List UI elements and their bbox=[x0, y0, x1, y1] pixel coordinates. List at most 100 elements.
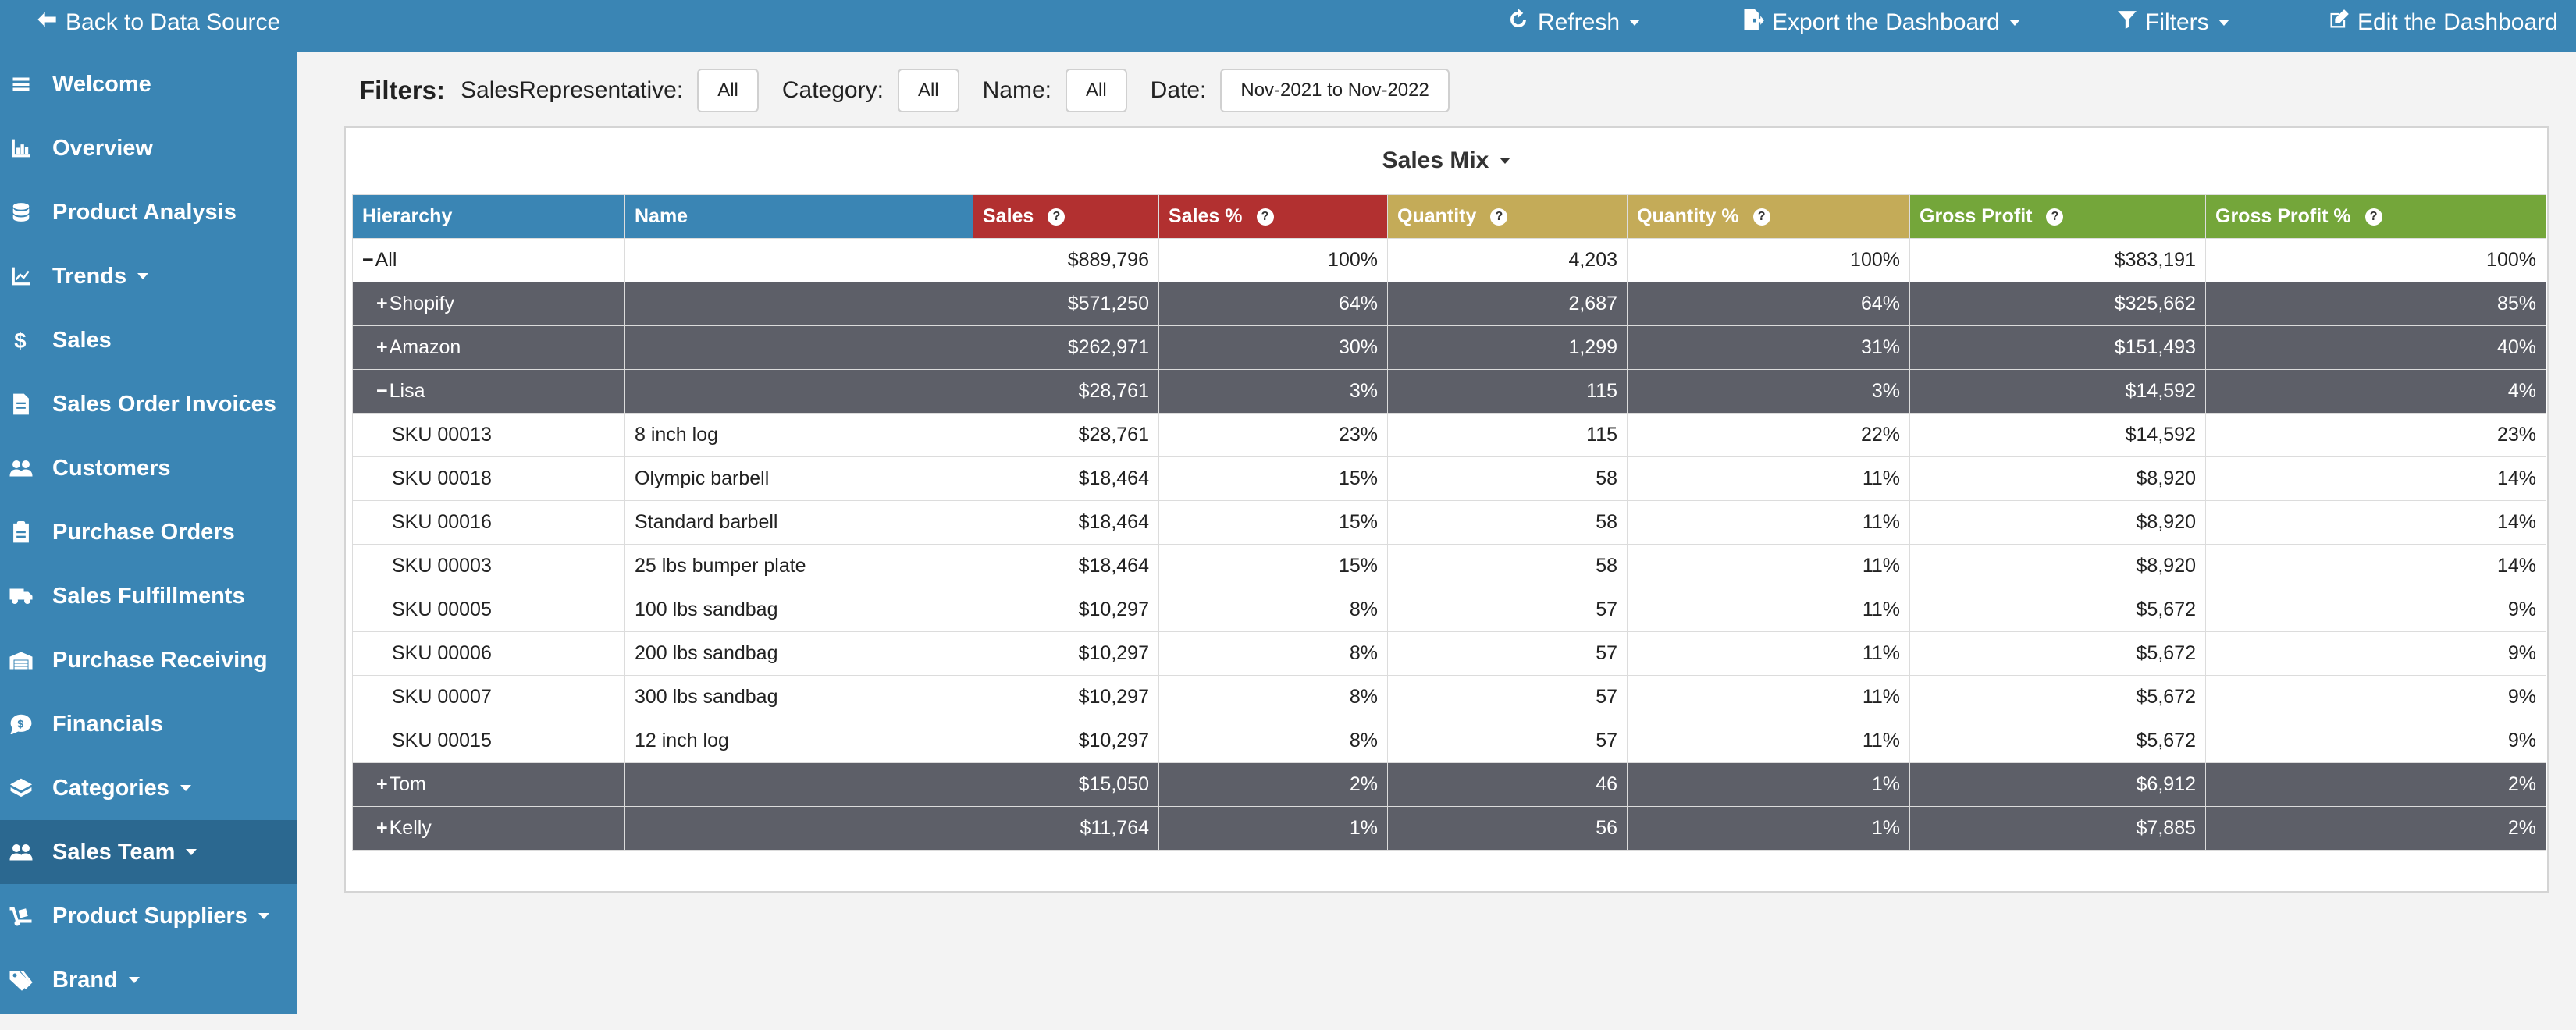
sidebar-item-customers[interactable]: Customers bbox=[0, 436, 297, 500]
cell-sales-pct: 1% bbox=[1158, 806, 1388, 851]
help-icon[interactable]: ? bbox=[2046, 208, 2064, 226]
layers-icon bbox=[9, 776, 33, 800]
cell-hierarchy[interactable]: −All bbox=[352, 238, 625, 282]
sidebar-item-purchase-receiving[interactable]: Purchase Receiving bbox=[0, 628, 297, 692]
help-icon[interactable]: ? bbox=[1048, 208, 1066, 226]
cell-quantity: 46 bbox=[1387, 762, 1628, 807]
sidebar-item-financials[interactable]: $ Financials bbox=[0, 692, 297, 756]
sidebar-item-sales-order-invoices[interactable]: Sales Order Invoices bbox=[0, 372, 297, 436]
sidebar-item-overview[interactable]: Overview bbox=[0, 116, 297, 180]
sidebar-item-product-suppliers[interactable]: Product Suppliers bbox=[0, 884, 297, 948]
header-quantity[interactable]: Quantity? bbox=[1387, 194, 1628, 239]
table-group-row[interactable]: +Amazon $262,971 30% 1,299 31% $151,493 40% bbox=[352, 325, 2546, 370]
sidebar-item-trends[interactable]: Trends bbox=[0, 244, 297, 308]
hierarchy-label: SKU 00003 bbox=[392, 555, 492, 577]
cell-hierarchy[interactable]: −Lisa bbox=[352, 369, 625, 414]
date-filter-button[interactable]: Nov-2021 to Nov-2022 bbox=[1220, 69, 1450, 112]
sidebar-item-categories[interactable]: Categories bbox=[0, 756, 297, 820]
expand-icon[interactable]: + bbox=[376, 817, 388, 839]
header-quantity-pct[interactable]: Quantity %? bbox=[1627, 194, 1910, 239]
refresh-menu[interactable]: Refresh bbox=[1507, 0, 1641, 45]
hierarchy-label: SKU 00007 bbox=[392, 686, 492, 708]
cell-gross-profit: $151,493 bbox=[1909, 325, 2206, 370]
sidebar-item-label-wrap: Purchase Orders bbox=[52, 520, 235, 545]
chevron-down-icon bbox=[137, 273, 149, 279]
export-dashboard-menu[interactable]: Export the Dashboard bbox=[1742, 0, 2020, 45]
comment-dollar-icon: $ bbox=[9, 712, 33, 736]
sidebar-item-label-wrap: Categories bbox=[52, 776, 191, 801]
sidebar-item-sales-fulfillments[interactable]: Sales Fulfillments bbox=[0, 564, 297, 628]
cell-quantity-pct: 11% bbox=[1627, 500, 1910, 545]
panel-title: Sales Mix bbox=[1382, 147, 1489, 173]
filters-title: Filters: bbox=[359, 76, 446, 105]
bar-chart-icon bbox=[9, 137, 33, 160]
cell-gross-profit-pct: 40% bbox=[2205, 325, 2546, 370]
cell-hierarchy[interactable]: +Tom bbox=[352, 762, 625, 807]
header-hierarchy[interactable]: Hierarchy bbox=[352, 194, 625, 239]
cell-hierarchy: SKU 00007 bbox=[352, 675, 625, 719]
sidebar-item-purchase-orders[interactable]: Purchase Orders bbox=[0, 500, 297, 564]
panel-title-menu[interactable]: Sales Mix bbox=[346, 137, 2547, 184]
category-filter-button[interactable]: All bbox=[897, 69, 959, 112]
cell-sales: $28,761 bbox=[973, 369, 1159, 414]
name-filter-button[interactable]: All bbox=[1065, 69, 1127, 112]
cell-quantity-pct: 11% bbox=[1627, 588, 1910, 632]
cell-gross-profit: $5,672 bbox=[1909, 588, 2206, 632]
table-group-row[interactable]: −Lisa $28,761 3% 115 3% $14,592 4% bbox=[352, 369, 2546, 414]
expand-icon[interactable]: + bbox=[376, 773, 388, 795]
table-group-row[interactable]: +Shopify $571,250 64% 2,687 64% $325,662 85% bbox=[352, 282, 2546, 326]
table-group-row[interactable]: −All $889,796 100% 4,203 100% $383,191 100% bbox=[352, 238, 2546, 282]
collapse-icon[interactable]: − bbox=[362, 249, 374, 271]
expand-icon[interactable]: + bbox=[376, 293, 388, 314]
cell-gross-profit-pct: 4% bbox=[2205, 369, 2546, 414]
sidebar-item-label: Sales Fulfillments bbox=[52, 583, 245, 609]
edit-dashboard-link[interactable]: Edit the Dashboard bbox=[2328, 0, 2558, 45]
sidebar-item-sales[interactable]: $ Sales bbox=[0, 308, 297, 372]
cell-hierarchy: SKU 00005 bbox=[352, 588, 625, 632]
sidebar-item-brand[interactable]: Brand bbox=[0, 948, 297, 1012]
header-gross-profit-pct[interactable]: Gross Profit %? bbox=[2205, 194, 2546, 239]
cell-hierarchy[interactable]: +Shopify bbox=[352, 282, 625, 326]
sidebar-item-label: Sales Order Invoices bbox=[52, 391, 276, 417]
sidebar: Welcome Overview Product Analysis Trends $ Sa… bbox=[0, 52, 297, 1014]
sidebar-item-sales-team[interactable]: Sales Team bbox=[0, 820, 297, 884]
back-to-data-source-link[interactable]: Back to Data Source bbox=[36, 0, 280, 45]
expand-icon[interactable]: + bbox=[376, 336, 388, 358]
cell-quantity-pct: 100% bbox=[1627, 238, 1910, 282]
sidebar-item-welcome[interactable]: Welcome bbox=[0, 52, 297, 116]
cell-quantity: 58 bbox=[1387, 456, 1628, 501]
header-gross-profit[interactable]: Gross Profit? bbox=[1909, 194, 2206, 239]
sales-rep-filter-button[interactable]: All bbox=[697, 69, 759, 112]
table-group-row[interactable]: +Kelly $11,764 1% 56 1% $7,885 2% bbox=[352, 806, 2546, 851]
header-sales-pct[interactable]: Sales %? bbox=[1158, 194, 1388, 239]
hierarchy-label: SKU 00013 bbox=[392, 424, 492, 446]
sidebar-item-label-wrap: Customers bbox=[52, 456, 171, 481]
header-name[interactable]: Name bbox=[624, 194, 973, 239]
cell-hierarchy[interactable]: +Kelly bbox=[352, 806, 625, 851]
help-icon[interactable]: ? bbox=[1490, 208, 1508, 226]
filters-menu[interactable]: Filters bbox=[2117, 0, 2229, 45]
cell-name bbox=[624, 806, 973, 851]
cell-gross-profit: $383,191 bbox=[1909, 238, 2206, 282]
svg-text:$: $ bbox=[14, 329, 26, 352]
table-group-row[interactable]: +Tom $15,050 2% 46 1% $6,912 2% bbox=[352, 762, 2546, 807]
cell-hierarchy[interactable]: +Amazon bbox=[352, 325, 625, 370]
cell-gross-profit-pct: 2% bbox=[2205, 762, 2546, 807]
header-sales[interactable]: Sales? bbox=[973, 194, 1159, 239]
sidebar-item-label: Sales bbox=[52, 327, 112, 353]
cell-name: 25 lbs bumper plate bbox=[624, 544, 973, 588]
cell-sales-pct: 8% bbox=[1158, 588, 1388, 632]
sidebar-item-label: Product Suppliers bbox=[52, 903, 247, 929]
collapse-icon[interactable]: − bbox=[376, 380, 388, 402]
sales-mix-panel: Sales Mix Hierarchy Name Sales? Sales %?… bbox=[344, 126, 2549, 893]
sidebar-item-product-analysis[interactable]: Product Analysis bbox=[0, 180, 297, 244]
back-label: Back to Data Source bbox=[66, 9, 281, 35]
help-icon[interactable]: ? bbox=[1752, 208, 1770, 226]
help-icon[interactable]: ? bbox=[1256, 208, 1274, 226]
cell-quantity-pct: 11% bbox=[1627, 631, 1910, 676]
cell-sales: $18,464 bbox=[973, 500, 1159, 545]
cell-hierarchy: SKU 00013 bbox=[352, 413, 625, 457]
help-icon[interactable]: ? bbox=[2364, 208, 2382, 226]
cell-sales: $18,464 bbox=[973, 456, 1159, 501]
cell-quantity: 57 bbox=[1387, 719, 1628, 763]
